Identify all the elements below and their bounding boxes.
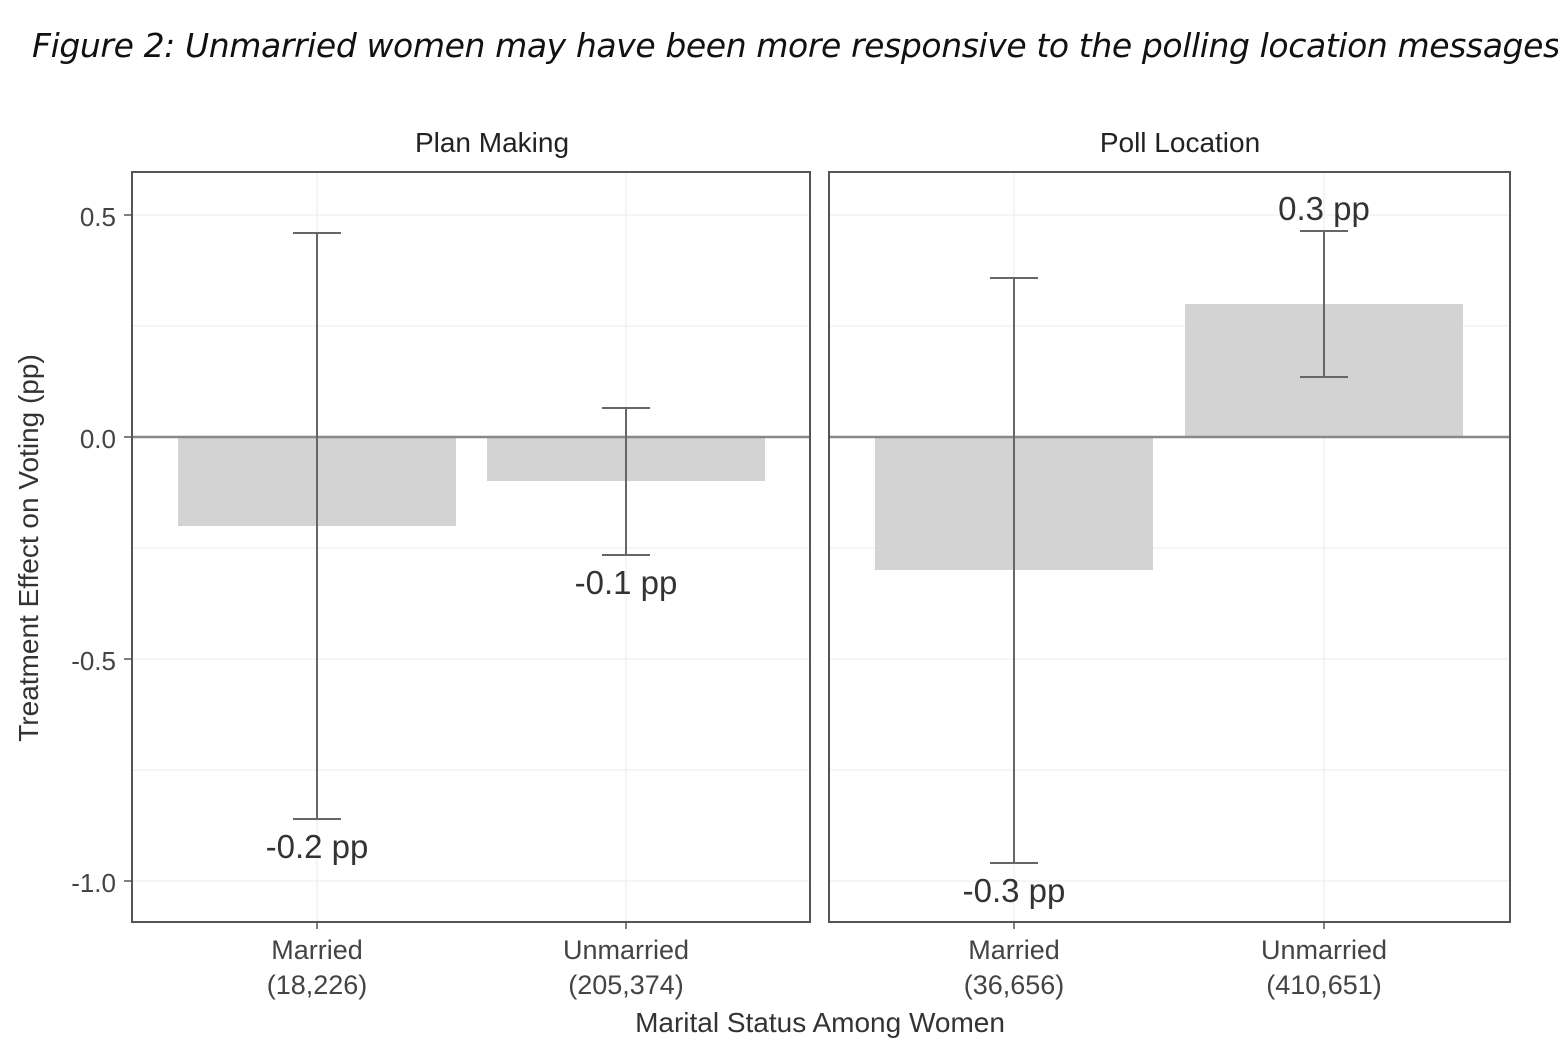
panel-plan-making: Plan Making -0.2 pp -0.1 pp (131, 127, 811, 923)
y-tick-label: -1.0 (71, 868, 116, 898)
panel-border (131, 171, 811, 923)
x-tick-category: Married (968, 935, 1060, 965)
data-label-married: -0.2 pp (266, 828, 369, 865)
x-tick-n: (18,226) (267, 970, 368, 1000)
x-tick-marks (316, 922, 1325, 929)
y-tick-marks (124, 214, 131, 882)
figure-caption: Figure 2: Unmarried women may have been … (32, 26, 1558, 65)
error-bar-unmarried (1300, 230, 1348, 378)
x-axis-title: Marital Status Among Women (635, 1007, 1005, 1038)
x-tick-n: (36,656) (964, 970, 1065, 1000)
x-tick-n: (410,651) (1266, 970, 1382, 1000)
panel-title: Poll Location (1100, 127, 1260, 158)
x-tick-category: Unmarried (563, 935, 689, 965)
error-bar-married (293, 232, 341, 820)
panel-poll-location: Poll Location -0.3 pp 0.3 pp (828, 127, 1511, 923)
x-tick-category: Unmarried (1261, 935, 1387, 965)
y-tick-label: 0.5 (80, 202, 116, 232)
x-tick-labels: Married (18,226) Unmarried (205,374) Mar… (267, 935, 1387, 1000)
data-label-unmarried: -0.1 pp (575, 564, 678, 601)
y-tick-label: -0.5 (71, 646, 116, 676)
panel-grid (132, 172, 810, 922)
x-tick-n: (205,374) (568, 970, 684, 1000)
error-bar-married (990, 277, 1038, 864)
y-tick-labels: 0.5 0.0 -0.5 -1.0 (71, 202, 116, 898)
panel-title: Plan Making (415, 127, 569, 158)
y-tick-label: 0.0 (80, 424, 116, 454)
data-label-married: -0.3 pp (963, 872, 1066, 909)
y-axis-title: Treatment Effect on Voting (pp) (13, 354, 44, 742)
panel-border (828, 171, 1511, 923)
x-tick-category: Married (271, 935, 363, 965)
data-label-unmarried: 0.3 pp (1278, 190, 1370, 227)
error-bar-unmarried (602, 407, 650, 556)
